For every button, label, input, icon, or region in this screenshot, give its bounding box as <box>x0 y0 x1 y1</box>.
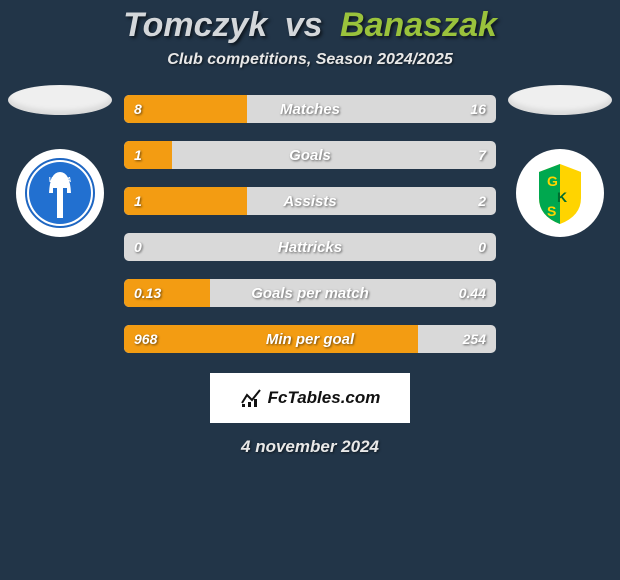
stat-bar: 816Matches <box>124 95 496 123</box>
date-text: 4 november 2024 <box>0 437 620 457</box>
player-b-name: Banaszak <box>340 6 497 44</box>
stat-label: Assists <box>124 187 496 215</box>
stat-bar: 00Hattricks <box>124 233 496 261</box>
player-b-avatar-placeholder <box>508 85 612 115</box>
stat-bar: 17Goals <box>124 141 496 169</box>
player-a-club-badge: WISŁA <box>16 149 104 237</box>
wisla-badge-icon: WISŁA <box>25 158 95 228</box>
stat-label: Goals <box>124 141 496 169</box>
stat-label: Min per goal <box>124 325 496 353</box>
stat-label: Hattricks <box>124 233 496 261</box>
player-b-side: G K S <box>508 85 612 237</box>
stat-bar: 968254Min per goal <box>124 325 496 353</box>
svg-text:WISŁA: WISŁA <box>49 177 72 184</box>
stat-label: Matches <box>124 95 496 123</box>
svg-text:G: G <box>547 173 558 189</box>
stat-bar: 0.130.44Goals per match <box>124 279 496 307</box>
watermark: FcTables.com <box>210 373 410 423</box>
svg-text:S: S <box>547 203 556 219</box>
stat-bar: 12Assists <box>124 187 496 215</box>
gks-badge-icon: G K S <box>525 158 595 228</box>
player-b-club-badge: G K S <box>516 149 604 237</box>
vs-text: vs <box>285 6 323 44</box>
player-a-avatar-placeholder <box>8 85 112 115</box>
player-a-side: WISŁA <box>8 85 112 237</box>
chart-icon <box>240 387 262 409</box>
subtitle: Club competitions, Season 2024/2025 <box>0 51 620 69</box>
svg-text:K: K <box>557 189 567 205</box>
page-title: Tomczyk vs Banaszak <box>0 0 620 45</box>
player-a-name: Tomczyk <box>123 6 267 44</box>
comparison-panel: WISŁA G K S 816Matches 17Goals 12Assists 00… <box>0 95 620 353</box>
stat-label: Goals per match <box>124 279 496 307</box>
stat-bars: 816Matches 17Goals 12Assists 00Hattricks 0.1… <box>124 95 496 353</box>
watermark-text: FcTables.com <box>268 388 381 408</box>
